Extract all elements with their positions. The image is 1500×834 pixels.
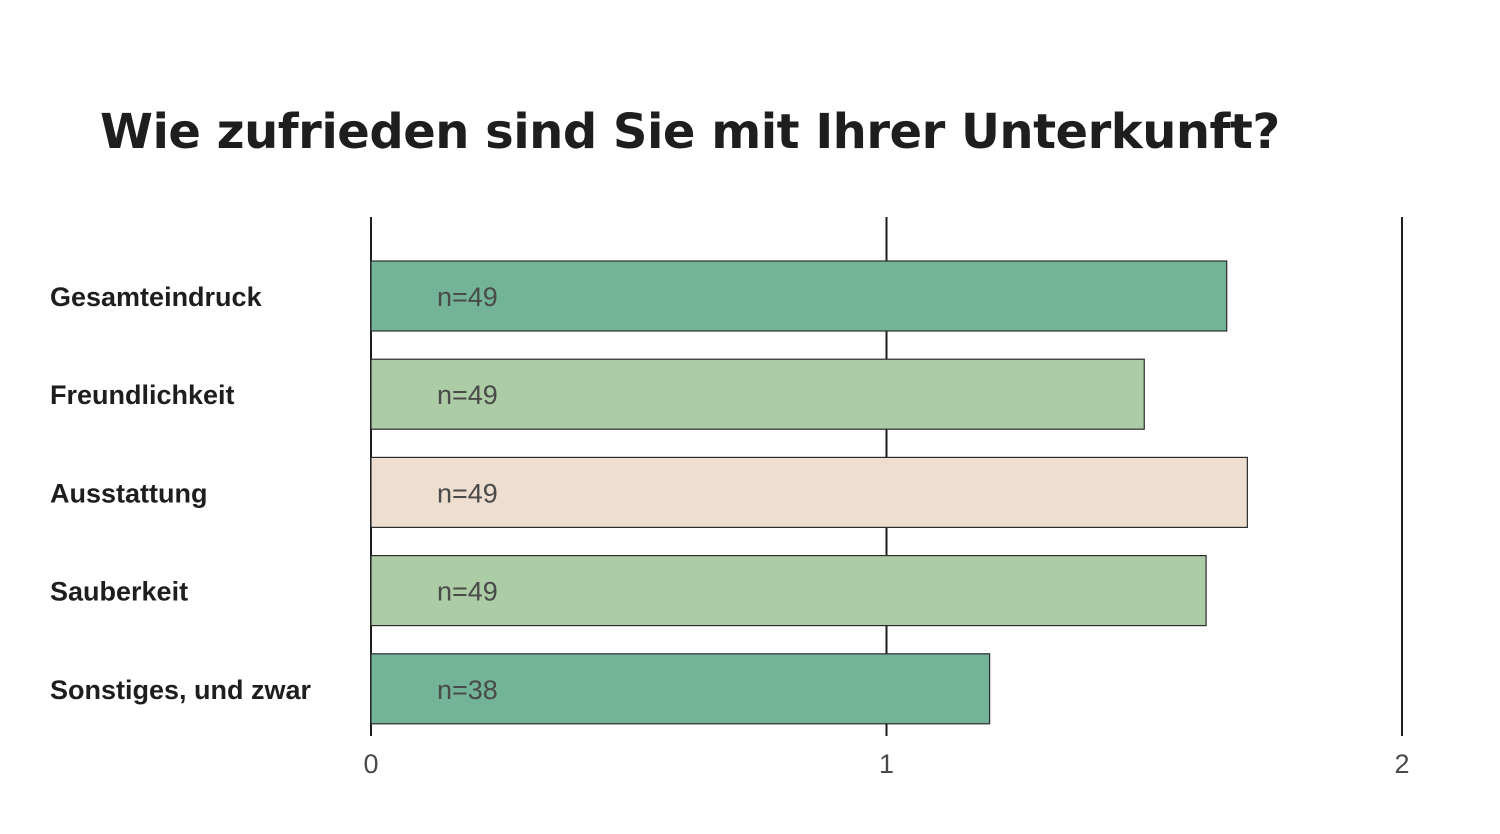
bar-1 xyxy=(370,358,1145,430)
tick-label-0: 0 xyxy=(363,749,378,779)
bar-label-0: n=49 xyxy=(437,282,498,312)
bar-4 xyxy=(370,653,991,725)
category-label-4: Sonstiges, und zwar xyxy=(50,675,312,705)
category-labels: Gesamteindruck Freundlichkeit Ausstattung S… xyxy=(50,282,312,705)
tick-label-1: 1 xyxy=(879,749,894,779)
chart-title: Wie zufrieden sind Sie mit Ihrer Unterku… xyxy=(100,104,1280,160)
category-label-2: Ausstattung xyxy=(50,478,208,508)
bar-label-3: n=49 xyxy=(437,577,498,607)
category-label-0: Gesamteindruck xyxy=(50,282,263,312)
bar-label-4: n=38 xyxy=(437,675,498,705)
bar-2 xyxy=(370,456,1248,528)
bar-0 xyxy=(370,260,1228,332)
tick-label-2: 2 xyxy=(1394,749,1409,779)
bar-label-2: n=49 xyxy=(437,478,498,508)
bars xyxy=(370,260,1248,725)
bar-label-1: n=49 xyxy=(437,380,498,410)
category-label-3: Sauberkeit xyxy=(50,577,188,607)
bar-labels: n=49 n=49 n=49 n=49 n=38 xyxy=(437,282,498,705)
bar-3 xyxy=(370,554,1207,627)
tick-labels: 0 1 2 xyxy=(363,749,1409,779)
category-label-1: Freundlichkeit xyxy=(50,380,235,410)
